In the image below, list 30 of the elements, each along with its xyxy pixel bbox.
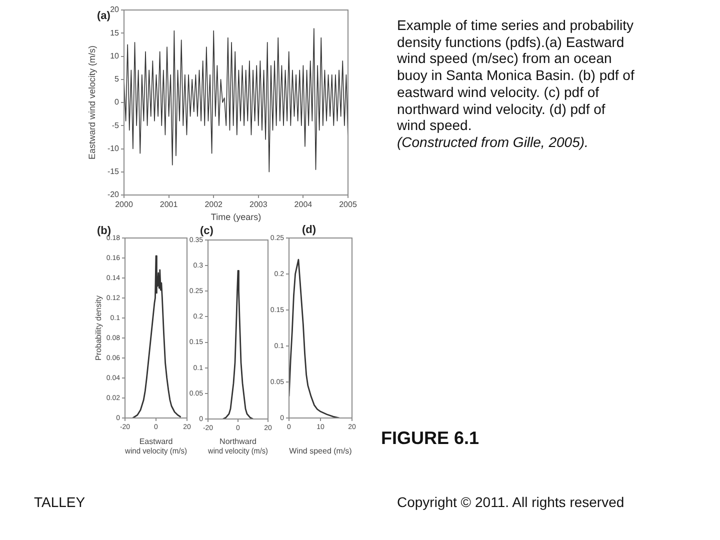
x-tick-label: 2000 [115,200,134,210]
chart-title: (b) [97,225,112,237]
y-tick-label: 5 [114,74,120,84]
x-tick-label: 2003 [250,200,268,210]
chart-title: (a) [97,10,110,22]
x-tick-label: 2002 [204,200,224,210]
y-axis-title: Eastward wind velocity (m/s) [86,45,97,160]
x-tick-label: 2004 [294,200,313,210]
y-tick-label: 10 [110,51,120,60]
x-axis-title: Wind speed (m/s) [289,446,352,456]
y-tick-label: 20 [110,5,120,14]
caption: FIGURE 6.1 [381,428,480,449]
y-axis-title: Probability density [94,296,104,360]
x-axis-title: Northward wind velocity (m/s) [207,436,268,456]
x-axis-title: Eastward wind velocity (m/s) [124,436,188,456]
y-tick-label: 15 [110,28,120,38]
text: TALLEY [34,494,86,510]
text: Copyright © 2011. All rights reserved [397,494,624,510]
y-tick-label: -15 [107,167,120,176]
y-tick-label: -5 [112,120,120,130]
text: (Constructed from Gille, 2005). [397,134,590,151]
y-tick-label: -10 [107,144,120,153]
chart-title: (c) [200,225,214,237]
y-tick-label: -20 [107,190,120,200]
x-tick-label: 2005 [339,200,358,210]
text: Example of time series and probability density functions (pdfs).(a) Eastward wind speed (m/sec) from an ocean buoy in Santa Monica Basin. (b) pdf of eastward wind velocity. (c) pdf of northward wind velocity. (d) pdf of wind speed. [397,17,636,134]
x-tick-label: 2001 [160,200,178,210]
x-axis-title: Time (years) [210,212,262,222]
chart-title: (d) [302,224,316,236]
y-tick-label: 0 [114,98,120,107]
